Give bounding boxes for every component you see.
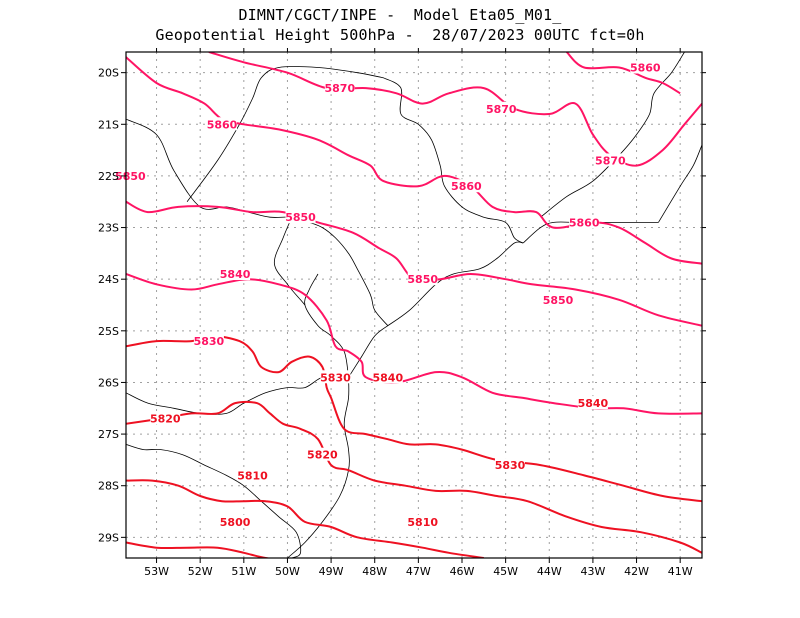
y-tick-label: 23S [98, 222, 119, 235]
contour-label-bg [237, 468, 268, 482]
contour-labels: 5870 5870 5870 5860 5860 5860 5860 5850 5850 5850… [115, 60, 661, 529]
contour-label-bg [324, 81, 355, 95]
x-tick-label: 53W [144, 565, 169, 578]
contour-label: 5850 [407, 273, 438, 286]
state-border-line [273, 217, 306, 306]
y-tick-label: 21S [98, 118, 119, 131]
x-tick-label: 44W [537, 565, 562, 578]
contour-label-bg [543, 292, 573, 306]
y-tick-label: 26S [98, 376, 119, 389]
contour-label: 5860 [207, 118, 238, 131]
x-tick-label: 52W [188, 565, 213, 578]
contour-label: 5850 [285, 211, 316, 224]
contour-label-bg [193, 334, 224, 348]
contour-label-bg [372, 370, 403, 384]
contour-label: 5830 [320, 371, 351, 384]
x-tick-label: 45W [493, 565, 518, 578]
contour-5860 [126, 56, 702, 265]
x-tick-label: 46W [450, 565, 475, 578]
chart-title-line2: Geopotential Height 500hPa - 28/07/2023 … [155, 26, 645, 44]
map-frame [125, 51, 703, 559]
y-tick-label: 28S [98, 480, 119, 493]
contour-label: 5860 [569, 216, 600, 229]
x-tick-label: 48W [362, 565, 387, 578]
state-border-line [658, 144, 702, 223]
contour-label-bg [595, 153, 626, 167]
contour-label-bg [220, 514, 251, 528]
contour-label: 5870 [595, 154, 626, 167]
contour-label-bg [577, 396, 608, 410]
y-tick-label: 24S [98, 273, 119, 286]
contour-label: 5870 [486, 103, 517, 116]
x-tick-label: 49W [319, 565, 344, 578]
x-tick-label: 42W [624, 565, 649, 578]
state-border-line [304, 273, 349, 378]
contour-label: 5810 [237, 469, 268, 482]
contour-5790 [126, 579, 375, 589]
state-border-line [348, 325, 389, 378]
contour-label-bg [220, 267, 251, 281]
contour-label: 5850 [543, 294, 574, 307]
contour-label-bg [207, 117, 237, 131]
contour-label: 5860 [451, 180, 482, 193]
y-tick-label: 27S [98, 428, 119, 441]
contour-label: 5830 [495, 459, 526, 472]
contour-label-bg [285, 210, 316, 224]
contour-label-bg [150, 411, 181, 425]
state-border-line [387, 241, 524, 327]
contour-5800 [126, 541, 272, 558]
state-border-line [540, 52, 685, 218]
contour-label-bg [495, 458, 525, 472]
contour-label-bg [451, 179, 482, 193]
contour-label-bg [569, 215, 600, 229]
x-tick-label: 43W [580, 565, 605, 578]
contour-label-bg [115, 168, 146, 182]
contour-5870 [208, 52, 702, 167]
contour-5810 [126, 479, 484, 558]
contour-5840 [126, 273, 702, 415]
x-tick-label: 51W [231, 565, 256, 578]
contour-label: 5820 [307, 449, 338, 462]
contour-label-bg [630, 60, 661, 74]
y-tick-label: 29S [98, 531, 119, 544]
contour-label: 5840 [220, 268, 251, 281]
contour-label: 5850 [115, 170, 146, 183]
contour-label-bg [320, 370, 351, 384]
contour-label: 5870 [325, 82, 356, 95]
contour-label: 5860 [630, 61, 661, 74]
x-tick-label: 41W [668, 565, 693, 578]
map-plot-area [126, 52, 702, 558]
contour-5820 [126, 400, 702, 554]
x-tick-label: 50W [275, 565, 300, 578]
contour-5830 [126, 335, 702, 503]
x-axis-ticks: 53W 52W 51W 50W 49W 48W 47W 46W 45W 44W 43W 42W 41W [144, 48, 693, 578]
contour-5850 [126, 200, 702, 327]
state-border-line [126, 444, 302, 558]
y-tick-label: 20S [98, 67, 119, 80]
contour-label: 5840 [578, 397, 609, 410]
y-tick-label: 25S [98, 325, 119, 338]
contour-label-bg [307, 447, 338, 461]
contour-label: 5820 [150, 413, 181, 426]
state-border-line [186, 66, 384, 202]
contour-label-bg [486, 101, 517, 115]
contour-label: 5800 [220, 516, 251, 529]
contour-label-bg [407, 514, 438, 528]
y-axis-ticks: 20S 21S 22S 23S 24S 25S 26S 27S 28S 29S [98, 67, 706, 544]
y-tick-label: 22S [98, 170, 119, 183]
contour-label: 5830 [194, 335, 225, 348]
x-tick-label: 47W [406, 565, 431, 578]
contour-label: 5840 [373, 371, 404, 384]
chart-title-line1: DIMNT/CGCT/INPE - Model Eta05_M01_ [238, 6, 562, 24]
contour-label: 5810 [407, 516, 438, 529]
contour-label-bg [407, 272, 438, 286]
